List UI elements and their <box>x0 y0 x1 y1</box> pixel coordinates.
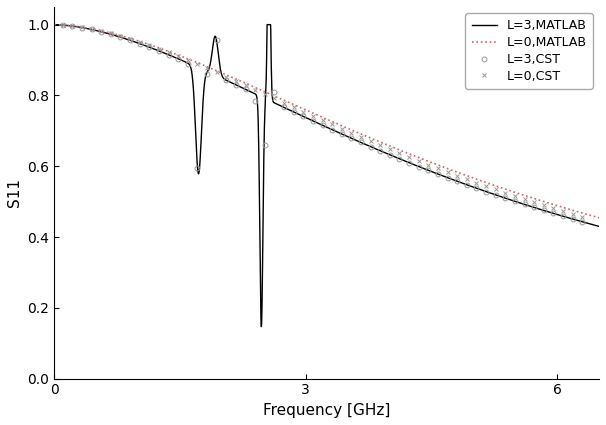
L=3,CST <box>155 48 162 54</box>
L=3,MATLAB <box>113 34 120 39</box>
Line: L=0,MATLAB: L=0,MATLAB <box>55 25 599 218</box>
Line: L=3,CST: L=3,CST <box>61 23 585 224</box>
Line: L=3,MATLAB: L=3,MATLAB <box>55 25 599 327</box>
L=3,CST <box>184 61 191 66</box>
L=3,CST <box>251 98 259 103</box>
L=3,MATLAB <box>260 181 267 186</box>
L=0,CST <box>155 46 162 51</box>
Legend: L=3,MATLAB, L=0,MATLAB, L=3,CST, L=0,CST: L=3,MATLAB, L=0,MATLAB, L=3,CST, L=0,CST <box>465 13 593 89</box>
L=0,CST <box>251 87 259 92</box>
L=3,MATLAB <box>258 324 265 329</box>
X-axis label: Frequency [GHz]: Frequency [GHz] <box>263 403 390 418</box>
L=0,CST <box>117 34 124 39</box>
L=0,CST <box>521 196 528 201</box>
L=0,MATLAB <box>596 215 603 220</box>
L=0,CST <box>184 57 191 62</box>
L=3,MATLAB <box>145 45 153 50</box>
L=0,CST <box>569 211 576 216</box>
L=3,MATLAB <box>527 204 534 209</box>
L=3,CST <box>521 202 528 207</box>
L=0,MATLAB <box>283 99 290 104</box>
L=3,CST <box>59 23 67 28</box>
L=3,CST <box>117 35 124 40</box>
L=0,MATLAB <box>526 195 533 200</box>
L=3,MATLAB <box>264 22 271 27</box>
L=0,MATLAB <box>585 212 592 217</box>
Line: L=0,CST: L=0,CST <box>61 23 585 219</box>
L=3,CST <box>579 219 586 224</box>
L=3,MATLAB <box>51 22 58 27</box>
L=0,MATLAB <box>145 42 153 47</box>
L=0,MATLAB <box>51 22 58 27</box>
L=0,CST <box>59 23 67 28</box>
L=0,MATLAB <box>113 32 120 37</box>
L=3,CST <box>569 216 576 221</box>
L=3,MATLAB <box>585 221 592 226</box>
L=3,MATLAB <box>596 224 603 229</box>
L=0,MATLAB <box>259 88 267 94</box>
L=3,MATLAB <box>284 106 291 111</box>
L=0,CST <box>579 214 586 219</box>
Y-axis label: S11: S11 <box>7 178 22 207</box>
